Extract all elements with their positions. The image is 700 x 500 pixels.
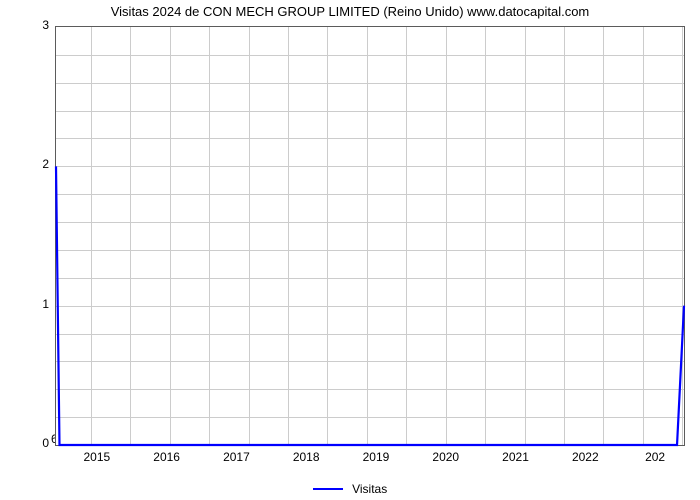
legend: Visitas [0, 481, 700, 496]
visitas-chart: Visitas 2024 de CON MECH GROUP LIMITED (… [0, 0, 700, 500]
xtick-label: 2017 [223, 450, 250, 464]
xtick-label-truncated: 202 [645, 450, 665, 464]
ytick-label: 0 [31, 436, 49, 450]
legend-label: Visitas [352, 482, 387, 496]
xtick-label: 2018 [293, 450, 320, 464]
ytick-label: 1 [31, 297, 49, 311]
legend-swatch [313, 488, 343, 490]
plot-area [55, 26, 685, 446]
ytick-label: 2 [31, 157, 49, 171]
xtick-label: 2015 [84, 450, 111, 464]
series-line [56, 27, 684, 445]
xtick-label: 2021 [502, 450, 529, 464]
chart-title: Visitas 2024 de CON MECH GROUP LIMITED (… [0, 4, 700, 19]
xtick-label: 2016 [153, 450, 180, 464]
xtick-label: 2019 [363, 450, 390, 464]
xtick-label: 2020 [432, 450, 459, 464]
xtick-label: 2022 [572, 450, 599, 464]
ytick-label: 3 [31, 18, 49, 32]
